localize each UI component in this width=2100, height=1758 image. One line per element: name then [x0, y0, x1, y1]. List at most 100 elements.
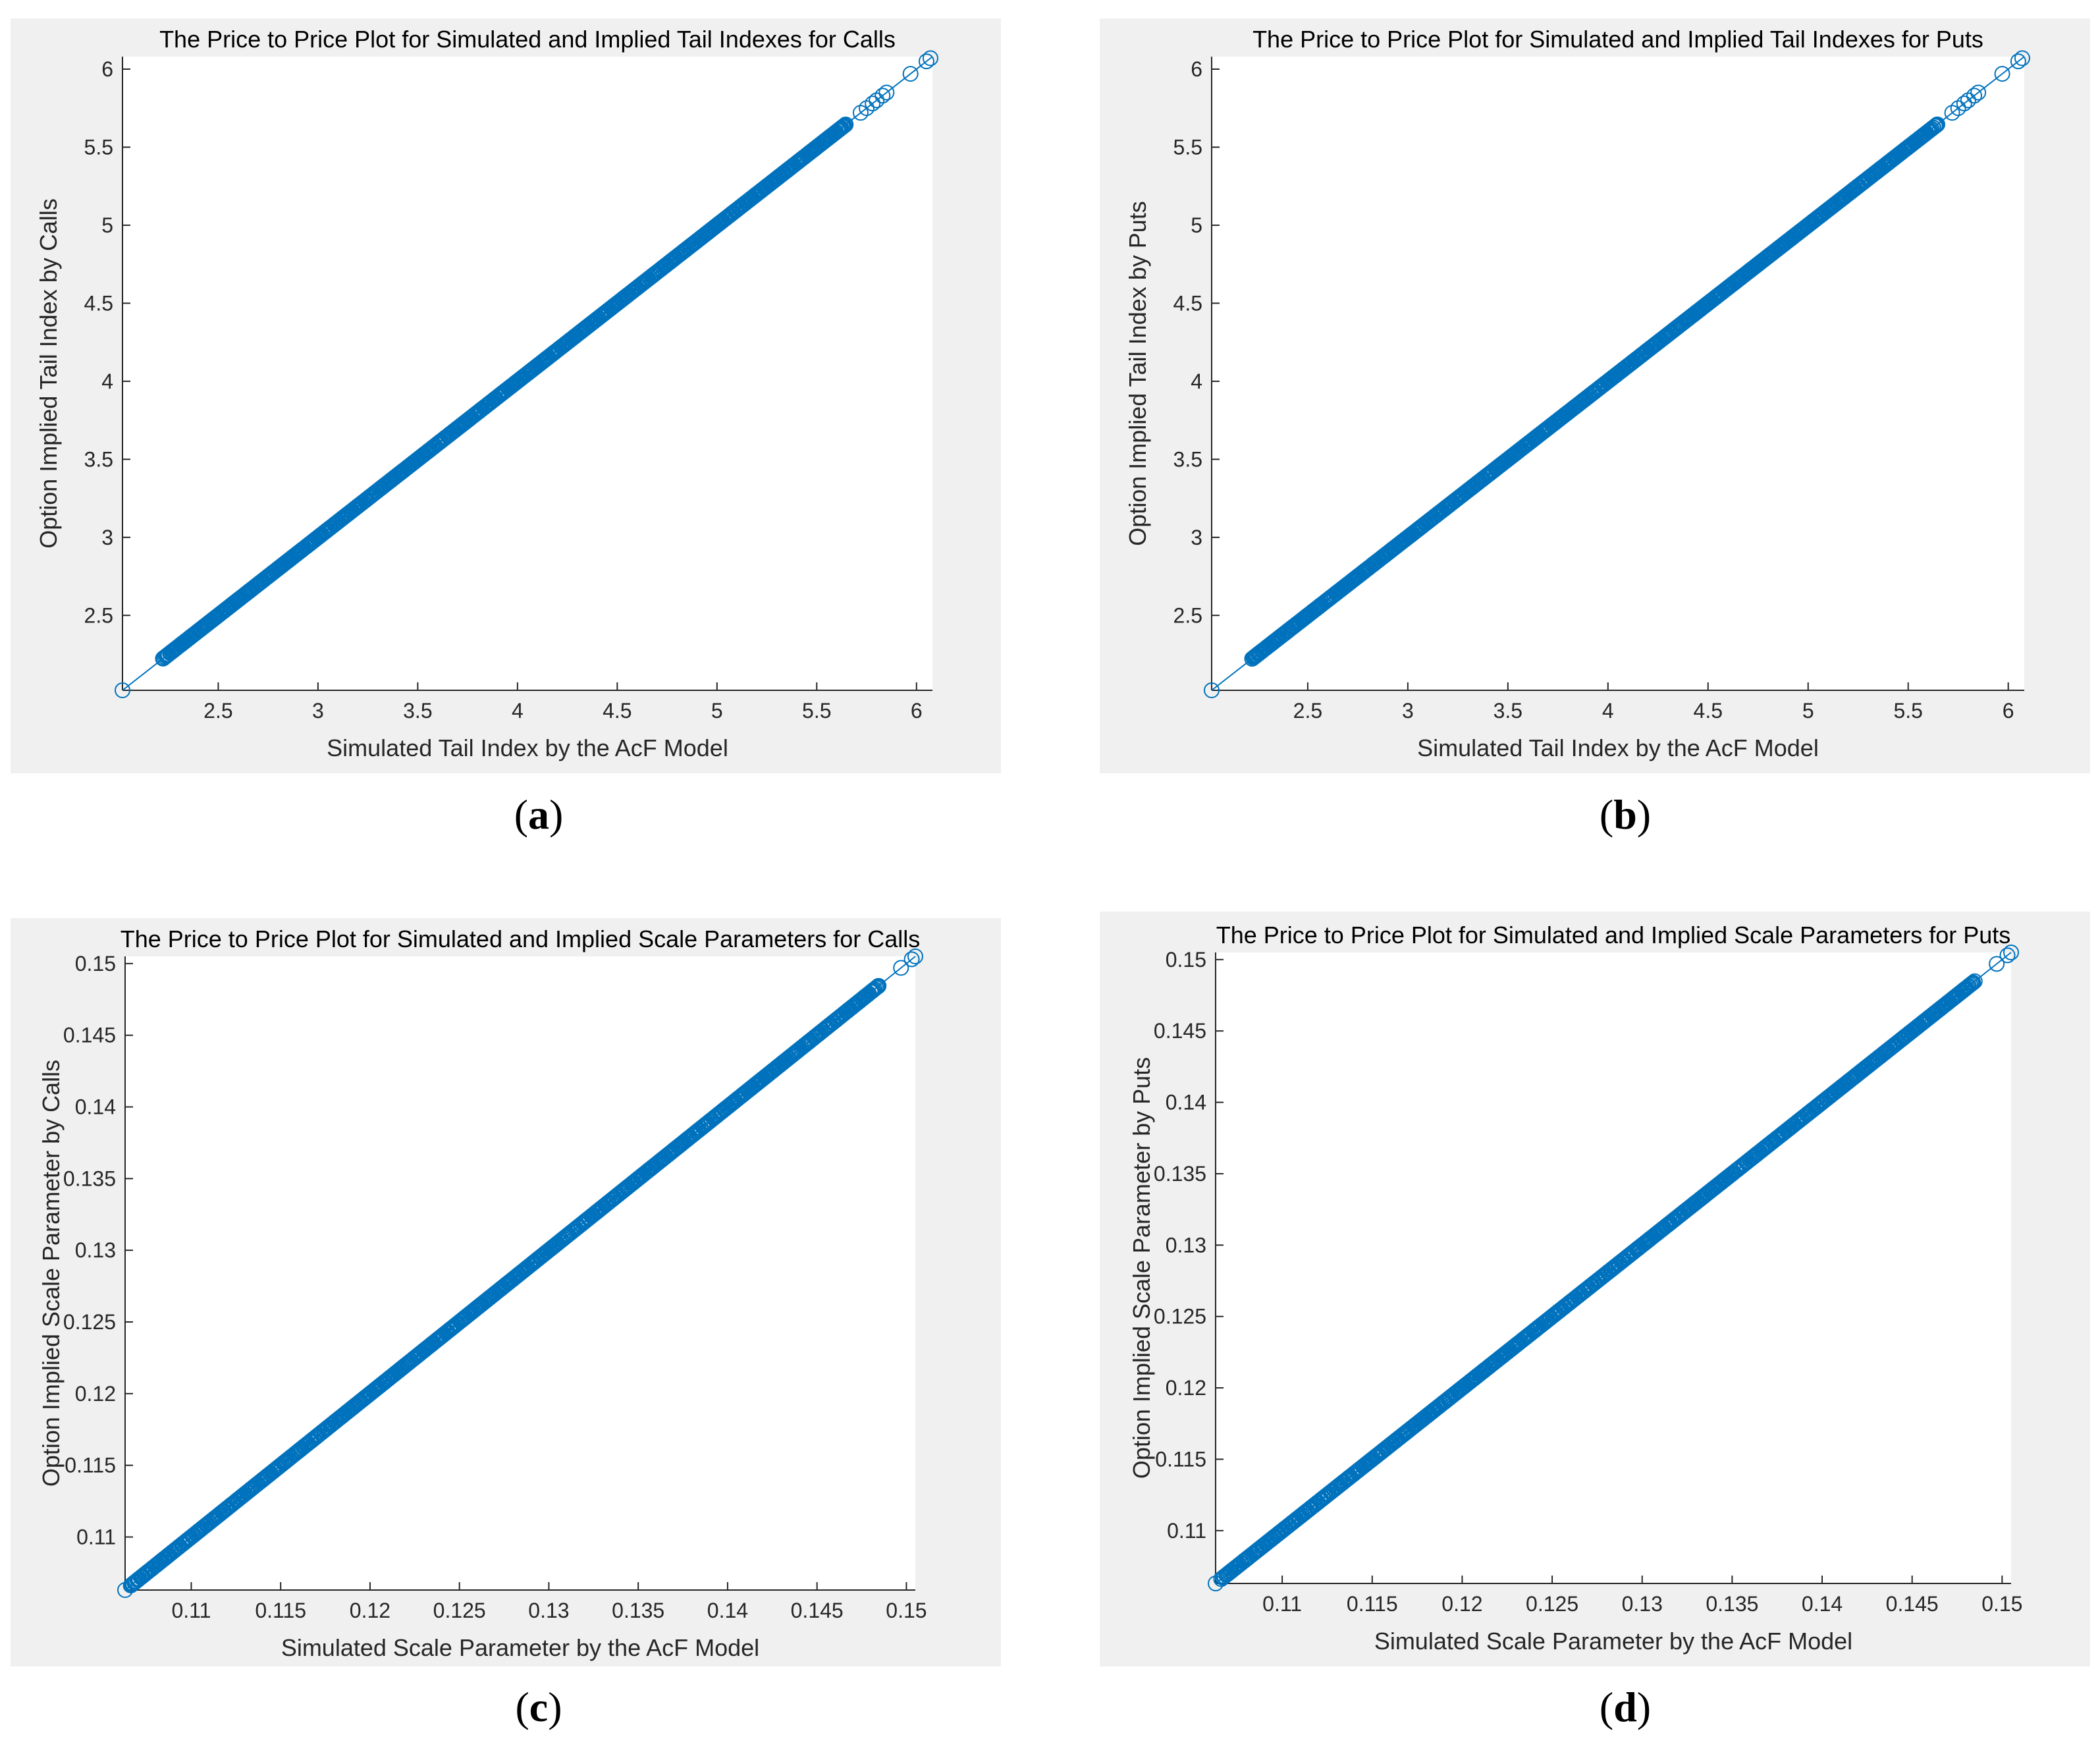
y-tick-label: 0.12 [1166, 1376, 1206, 1400]
scatter-point [1964, 975, 1980, 992]
y-tick-label: 3.5 [84, 447, 113, 471]
y-tick-label: 0.13 [1166, 1233, 1206, 1257]
scatter-point [117, 1582, 133, 1598]
scatter-point [1944, 105, 1960, 121]
y-axis-label: Option Implied Tail Index by Puts [1124, 201, 1151, 546]
scatter-point [903, 951, 920, 968]
y-tick-label: 0.15 [1166, 948, 1206, 972]
x-tick-label: 0.12 [1441, 1592, 1482, 1616]
y-tick-label: 5 [1191, 213, 1202, 237]
x-tick-label: 0.13 [1622, 1592, 1663, 1616]
x-axis-label: Simulated Tail Index by the AcF Model [1417, 734, 1819, 761]
y-tick-label: 0.135 [63, 1167, 116, 1190]
x-tick-label: 3.5 [403, 699, 432, 723]
x-tick-label: 3 [1402, 699, 1414, 723]
x-tick-label: 5.5 [1893, 699, 1922, 723]
x-tick-label: 4 [512, 699, 524, 723]
y-tick-label: 4 [1191, 370, 1202, 393]
y-tick-label: 0.11 [76, 1525, 116, 1549]
x-tick-label: 0.115 [255, 1599, 306, 1622]
x-tick-label: 0.11 [1262, 1592, 1302, 1616]
scatter-point [867, 981, 883, 997]
chart-title: The Price to Price Plot for Simulated an… [1252, 26, 1983, 53]
scatter-point [893, 960, 909, 976]
scatter-point [1924, 121, 1940, 137]
x-tick-label: 0.15 [1981, 1592, 2022, 1616]
scatter-point [115, 682, 130, 698]
y-tick-label: 4 [101, 370, 113, 393]
scatter-point [918, 53, 934, 70]
scatter-point [902, 66, 919, 82]
x-tick-label: 4.5 [1694, 699, 1723, 723]
y-tick-label: 2.5 [1173, 603, 1202, 627]
x-tick-label: 0.12 [350, 1599, 390, 1622]
y-tick-label: 0.145 [63, 1024, 116, 1047]
scatter-point [1208, 1576, 1224, 1591]
y-tick-label: 0.125 [63, 1310, 116, 1334]
scatter-point [907, 948, 923, 964]
x-axis-label: Simulated Tail Index by the AcF Model [327, 734, 728, 761]
y-tick-label: 0.15 [75, 952, 116, 975]
scatter-point [2014, 50, 2030, 67]
scatter-point [836, 117, 853, 134]
y-tick-label: 0.11 [1167, 1519, 1206, 1543]
x-tick-label: 5 [1802, 699, 1814, 723]
scatter-points [115, 50, 938, 698]
x-tick-label: 0.125 [433, 1599, 486, 1622]
scatter-point [1956, 96, 1972, 112]
y-tick-label: 6 [101, 57, 113, 81]
y-tick-label: 0.145 [1154, 1019, 1206, 1043]
y-tick-label: 0.12 [75, 1382, 116, 1406]
scatter-point [868, 979, 884, 996]
x-tick-label: 0.145 [791, 1599, 844, 1622]
y-axis-label: Option Implied Tail Index by Calls [35, 198, 62, 549]
x-tick-label: 0.145 [1886, 1592, 1939, 1616]
y-tick-label: 0.115 [1155, 1447, 1206, 1471]
chart-panel-c: The Price to Price Plot for Simulated an… [11, 918, 1001, 1666]
x-tick-label: 4 [1602, 699, 1614, 723]
y-tick-label: 0.125 [1154, 1305, 1206, 1329]
caption-c: (c) [515, 1684, 562, 1730]
y-tick-label: 0.14 [75, 1095, 116, 1119]
scatter-point [1965, 974, 1981, 991]
scatter-point [2003, 945, 2019, 960]
scatter-point [835, 118, 851, 134]
y-tick-label: 4.5 [1173, 291, 1202, 315]
scatter-point [922, 50, 938, 67]
scatter-point [1966, 973, 1983, 989]
scatter-point [1962, 977, 1979, 993]
x-tick-label: 0.135 [1706, 1592, 1758, 1616]
y-tick-label: 0.135 [1154, 1162, 1206, 1186]
chart-title: The Price to Price Plot for Simulated an… [1216, 921, 2011, 948]
caption-b: (b) [1599, 791, 1652, 838]
chart-svg-c: The Price to Price Plot for Simulated an… [11, 918, 1001, 1666]
scatter-point [1960, 977, 1977, 994]
scatter-points [1208, 945, 2019, 1591]
scatter-point [1994, 66, 2010, 82]
y-tick-label: 3.5 [1173, 447, 1202, 471]
caption-a: (a) [514, 791, 564, 838]
scatter-points [1204, 50, 2030, 698]
x-tick-label: 0.115 [1347, 1592, 1398, 1616]
scatter-point [852, 105, 869, 121]
x-tick-label: 3 [312, 699, 324, 723]
y-tick-label: 5 [101, 213, 113, 237]
y-tick-label: 6 [1191, 57, 1202, 81]
chart-panel-b: The Price to Price Plot for Simulated an… [1100, 18, 2090, 773]
scatter-point [878, 84, 895, 101]
scatter-point [1925, 119, 1942, 136]
x-tick-label: 0.11 [171, 1599, 211, 1622]
chart-svg-d: The Price to Price Plot for Simulated an… [1100, 912, 2090, 1666]
scatter-point [833, 120, 849, 136]
scatter-point [1999, 947, 2016, 964]
y-tick-label: 3 [101, 526, 113, 549]
x-tick-label: 6 [2003, 699, 2014, 723]
x-tick-label: 5 [711, 699, 723, 723]
chart-title: The Price to Price Plot for Simulated an… [159, 26, 896, 53]
x-tick-label: 3.5 [1494, 699, 1522, 723]
scatter-point [1204, 682, 1220, 698]
scatter-point [838, 117, 854, 133]
scatter-point [875, 88, 891, 104]
scatter-point [1960, 92, 1976, 109]
x-tick-label: 4.5 [603, 699, 632, 723]
